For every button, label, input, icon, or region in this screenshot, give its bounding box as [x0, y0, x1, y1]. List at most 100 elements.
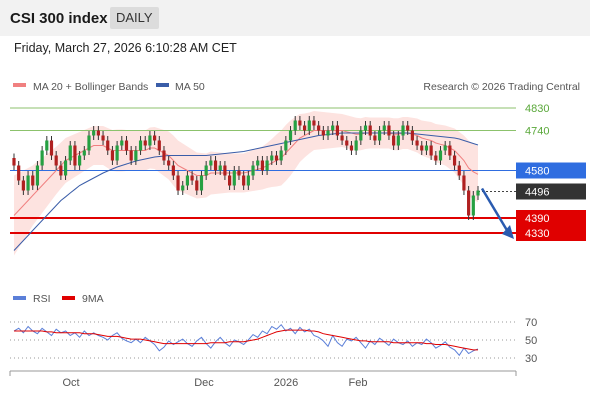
candle [270, 155, 274, 161]
level-label-4740: 4740 [525, 126, 549, 138]
x-tick-label: Oct [62, 377, 79, 389]
rsi-level-label: 30 [525, 353, 537, 365]
projection-arrow-head [502, 225, 514, 239]
candle [359, 130, 363, 141]
candle [190, 175, 194, 181]
chart-title: CSI 300 index [10, 10, 108, 27]
candle [373, 135, 377, 141]
candle [246, 175, 250, 186]
level-label-4830: 4830 [525, 103, 549, 115]
candle [63, 160, 68, 176]
ma20-line [13, 130, 479, 216]
candles [12, 116, 514, 239]
candle [162, 150, 166, 161]
candle [471, 195, 475, 216]
level-label-4580: 4580 [525, 166, 549, 178]
legend: MA 20 + Bollinger Bands MA 50 Research ©… [13, 81, 580, 305]
candle [148, 135, 152, 146]
rsi-legend-swatch [13, 296, 26, 300]
candle [317, 125, 321, 131]
candle [68, 145, 72, 161]
candle [35, 165, 40, 186]
candle [115, 145, 119, 161]
candle [331, 125, 335, 131]
candle [40, 150, 44, 166]
candle [288, 130, 293, 141]
candle [185, 175, 190, 186]
candle [424, 145, 429, 151]
candle [138, 140, 143, 151]
candle [462, 175, 466, 191]
candle [392, 135, 396, 146]
candle [293, 120, 297, 131]
candle [12, 158, 16, 166]
candle [176, 175, 180, 191]
candle [73, 145, 77, 166]
candle [274, 155, 279, 161]
candle [213, 160, 218, 171]
candle [284, 140, 288, 151]
candle [242, 175, 246, 186]
x-tick-label: 2026 [274, 377, 298, 389]
candle [171, 165, 175, 176]
candle [307, 120, 311, 131]
ma20-legend-swatch [13, 83, 26, 87]
header-bar [0, 0, 590, 36]
candle [157, 140, 161, 151]
ma9-legend-swatch [62, 296, 75, 300]
candle [21, 180, 25, 191]
candle [134, 150, 138, 161]
candle [467, 190, 471, 216]
legend-ma20: MA 20 + Bollinger Bands [33, 81, 148, 93]
support-zone-tag [516, 210, 586, 241]
candle [59, 165, 63, 176]
candle [377, 130, 382, 141]
rsi-panel: 70 50 30 [10, 317, 537, 365]
candle [396, 135, 400, 146]
candle [26, 175, 30, 191]
candle [153, 135, 157, 141]
ma50-line [13, 132, 479, 251]
candle [92, 130, 96, 136]
candle [387, 125, 391, 136]
candle [354, 140, 358, 151]
candle [457, 165, 461, 176]
x-axis: Oct Dec 2026 Feb [9, 370, 517, 389]
level-label-4390: 4390 [525, 213, 549, 225]
x-tick-label: Dec [194, 377, 214, 389]
level-label-4330: 4330 [525, 228, 549, 240]
candle [298, 120, 302, 126]
level-label-4496: 4496 [525, 187, 549, 199]
candle [78, 155, 82, 166]
candle [143, 140, 147, 146]
period-selector[interactable]: DAILY [110, 7, 159, 29]
candle [340, 135, 344, 141]
candle [335, 125, 339, 136]
candle [265, 160, 269, 171]
rsi-level-label: 50 [525, 335, 537, 347]
candle [452, 155, 457, 166]
rsi-level-label: 70 [525, 317, 537, 329]
candle [110, 150, 115, 161]
candle [251, 165, 255, 176]
level-tag-4580 [516, 162, 586, 179]
candle [420, 145, 424, 151]
candle [321, 130, 325, 136]
bollinger-band [14, 111, 478, 256]
candle [195, 180, 199, 191]
candle [227, 175, 232, 186]
candle [124, 140, 129, 151]
candle [101, 135, 105, 141]
x-tick-label: Feb [349, 377, 368, 389]
candle [312, 120, 316, 126]
datetime-label: Friday, March 27, 2026 6:10:28 AM CET [14, 41, 237, 55]
candle [167, 160, 171, 166]
candle [17, 165, 21, 181]
candle [326, 130, 330, 136]
projection-arrow [480, 187, 510, 233]
candle [45, 140, 49, 151]
candle [209, 160, 213, 166]
candle [260, 160, 265, 171]
candle [223, 165, 227, 176]
